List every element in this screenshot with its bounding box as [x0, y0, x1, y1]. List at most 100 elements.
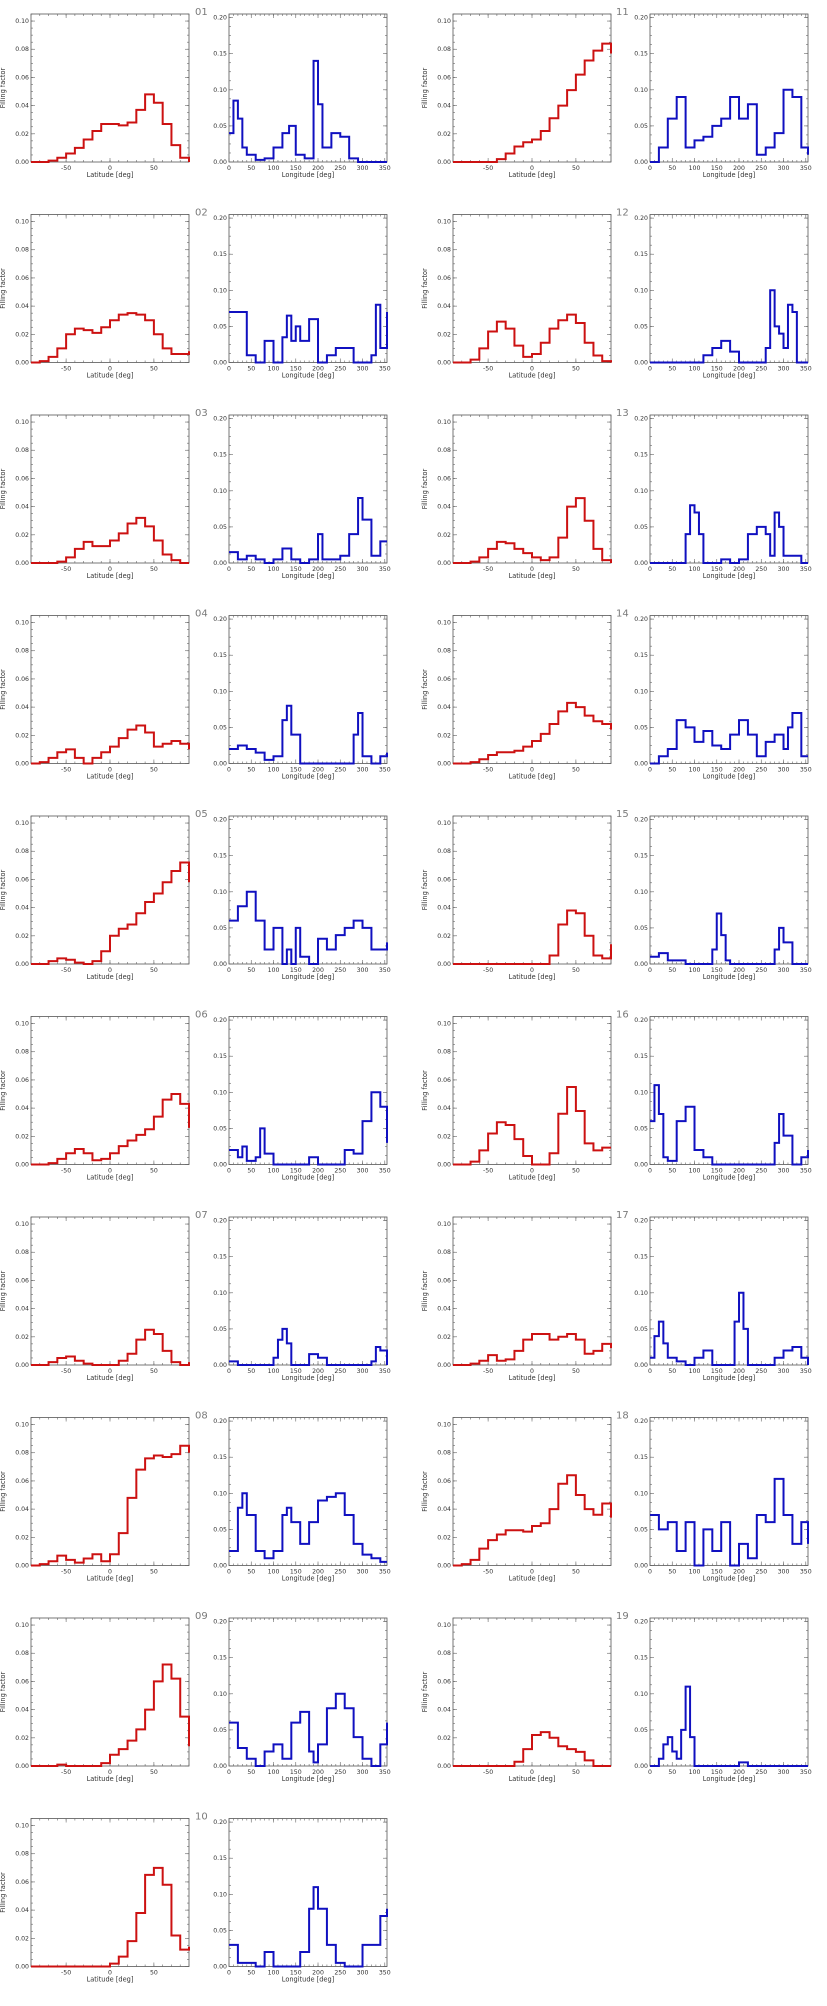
- longitude-x-tick-label: 300: [357, 1769, 369, 1776]
- latitude-y-tick-label: 0.02: [437, 131, 451, 138]
- longitude-axes-frame: [228, 1417, 388, 1566]
- latitude-x-tick-label: 0: [530, 366, 534, 373]
- longitude-x-tick-label: 0: [227, 1970, 231, 1977]
- latitude-x-tick-label: -50: [61, 1168, 71, 1175]
- longitude-x-tick-label: 200: [312, 767, 324, 774]
- star-id-label: 03: [195, 408, 208, 419]
- longitude-y-tick-label: 0.15: [634, 51, 648, 58]
- panel-pair-06: -50 0 50 0.00 0.02 0.04 0.06 0.08 0.10 Latitude […: [0, 1010, 391, 1182]
- longitude-x-tick-label: 350: [379, 1168, 391, 1175]
- longitude-x-tick-label: 100: [689, 165, 701, 172]
- longitude-y-tick-label: 0.00: [213, 1964, 227, 1971]
- latitude-x-tick-label: 0: [530, 566, 534, 573]
- latitude-y-tick-label: 0.10: [15, 219, 29, 226]
- latitude-y-tick-label: 0.04: [15, 1306, 29, 1313]
- longitude-y-tick-label: 0.10: [634, 488, 648, 495]
- latitude-y-tick-label: 0.04: [437, 303, 451, 310]
- longitude-y-tick-label: 0.00: [213, 360, 227, 367]
- longitude-x-tick-label: 300: [778, 1569, 790, 1576]
- latitude-y-tick-label: 0.10: [437, 1622, 451, 1629]
- latitude-x-tick-label: 50: [572, 1368, 580, 1375]
- panel-pair-08: -50 0 50 0.00 0.02 0.04 0.06 0.08 0.10 Latitude […: [0, 1411, 391, 1583]
- latitude-x-tick-label: 50: [150, 1168, 158, 1175]
- latitude-series-line: [31, 1093, 190, 1166]
- longitude-y-tick-label: 0.10: [634, 1290, 648, 1297]
- longitude-x-tick-label: 200: [733, 1569, 745, 1576]
- latitude-y-tick-label: 0.02: [15, 532, 29, 539]
- longitude-y-tick-label: 0.20: [213, 817, 227, 824]
- latitude-series-line: [31, 1444, 190, 1567]
- longitude-y-tick-label: 0.05: [634, 1526, 648, 1533]
- longitude-axes-frame: [649, 214, 809, 363]
- longitude-x-tick-label: 300: [357, 967, 369, 974]
- longitude-x-tick-label: 50: [668, 967, 676, 974]
- longitude-x-tick-label: 350: [800, 767, 812, 774]
- latitude-y-tick-label: 0.10: [437, 1021, 451, 1028]
- longitude-x-tick-label: 50: [247, 967, 255, 974]
- latitude-y-tick-label: 0.02: [15, 1534, 29, 1541]
- latitude-x-tick-label: 0: [108, 1769, 112, 1776]
- longitude-x-tick-label: 250: [334, 1168, 346, 1175]
- longitude-y-tick-label: 0.15: [213, 652, 227, 659]
- longitude-x-tick-label: 150: [290, 1769, 302, 1776]
- longitude-x-tick-label: 100: [268, 165, 280, 172]
- longitude-y-tick-label: 0.10: [213, 889, 227, 896]
- longitude-y-tick-label: 0.15: [634, 1655, 648, 1662]
- latitude-y-axis-label: Filling factor: [421, 1271, 429, 1312]
- longitude-x-tick-label: 50: [668, 366, 676, 373]
- latitude-y-tick-label: 0.06: [15, 1879, 29, 1886]
- latitude-x-tick-label: -50: [61, 767, 71, 774]
- latitude-y-tick-label: 0.06: [437, 475, 451, 482]
- longitude-y-tick-label: 0.20: [213, 1218, 227, 1225]
- longitude-x-tick-label: 0: [648, 1168, 652, 1175]
- latitude-x-tick-label: 0: [108, 1168, 112, 1175]
- latitude-x-axis-label: Latitude [deg]: [509, 171, 556, 179]
- longitude-axes-frame: [228, 414, 388, 564]
- longitude-x-axis-label: Longitude [deg]: [703, 1174, 755, 1182]
- longitude-x-tick-label: 50: [247, 165, 255, 172]
- longitude-x-tick-label: 250: [334, 165, 346, 172]
- latitude-y-tick-label: 0.10: [15, 620, 29, 627]
- latitude-y-axis-label: Filling factor: [421, 1471, 429, 1512]
- longitude-x-tick-label: 250: [334, 566, 346, 573]
- latitude-y-tick-label: 0.00: [437, 961, 451, 968]
- latitude-y-tick-label: 0.04: [437, 704, 451, 711]
- panel-pair-10: -50 0 50 0.00 0.02 0.04 0.06 0.08 0.10 Latitude […: [0, 1812, 391, 1984]
- longitude-x-tick-label: 250: [755, 967, 767, 974]
- latitude-y-tick-label: 0.02: [15, 933, 29, 940]
- longitude-x-tick-label: 50: [668, 165, 676, 172]
- longitude-y-tick-label: 0.05: [213, 323, 227, 330]
- longitude-x-tick-label: 100: [268, 1569, 280, 1576]
- longitude-y-tick-label: 0.20: [634, 1418, 648, 1425]
- longitude-series-line: [650, 1685, 808, 1767]
- latitude-y-tick-label: 0.04: [15, 704, 29, 711]
- latitude-axes-frame: [452, 1417, 612, 1566]
- latitude-y-tick-label: 0.10: [437, 620, 451, 627]
- longitude-y-tick-label: 0.00: [213, 961, 227, 968]
- latitude-y-tick-label: 0.00: [437, 1563, 451, 1570]
- longitude-x-tick-label: 0: [227, 1569, 231, 1576]
- star-id-label: 14: [616, 609, 629, 620]
- latitude-y-tick-label: 0.00: [437, 1763, 451, 1770]
- longitude-x-axis-label: Longitude [deg]: [282, 171, 334, 179]
- latitude-x-tick-label: 0: [530, 1168, 534, 1175]
- latitude-x-axis-label: Latitude [deg]: [87, 1374, 134, 1382]
- longitude-x-tick-label: 350: [800, 366, 812, 373]
- latitude-axes-frame: [30, 214, 190, 363]
- longitude-x-axis-label: Longitude [deg]: [282, 773, 334, 781]
- latitude-series-line: [453, 701, 612, 765]
- latitude-series-line: [31, 1328, 190, 1366]
- latitude-series-line: [31, 724, 190, 765]
- latitude-x-tick-label: 50: [572, 1168, 580, 1175]
- latitude-y-tick-label: 0.00: [15, 1964, 29, 1971]
- latitude-x-axis-label: Latitude [deg]: [509, 1374, 556, 1382]
- latitude-axes-frame: [30, 1818, 190, 1967]
- latitude-y-tick-label: 0.06: [437, 1678, 451, 1685]
- panel-pair-02: -50 0 50 0.00 0.02 0.04 0.06 0.08 0.10 Latitude […: [0, 208, 391, 380]
- longitude-y-tick-label: 0.15: [213, 251, 227, 258]
- panel-pair-01: -50 0 50 0.00 0.02 0.04 0.06 0.08 0.10 Latitude […: [0, 7, 391, 179]
- longitude-x-tick-label: 250: [755, 366, 767, 373]
- latitude-y-tick-label: 0.08: [15, 1851, 29, 1858]
- longitude-x-tick-label: 200: [733, 366, 745, 373]
- longitude-y-tick-label: 0.20: [213, 1819, 227, 1826]
